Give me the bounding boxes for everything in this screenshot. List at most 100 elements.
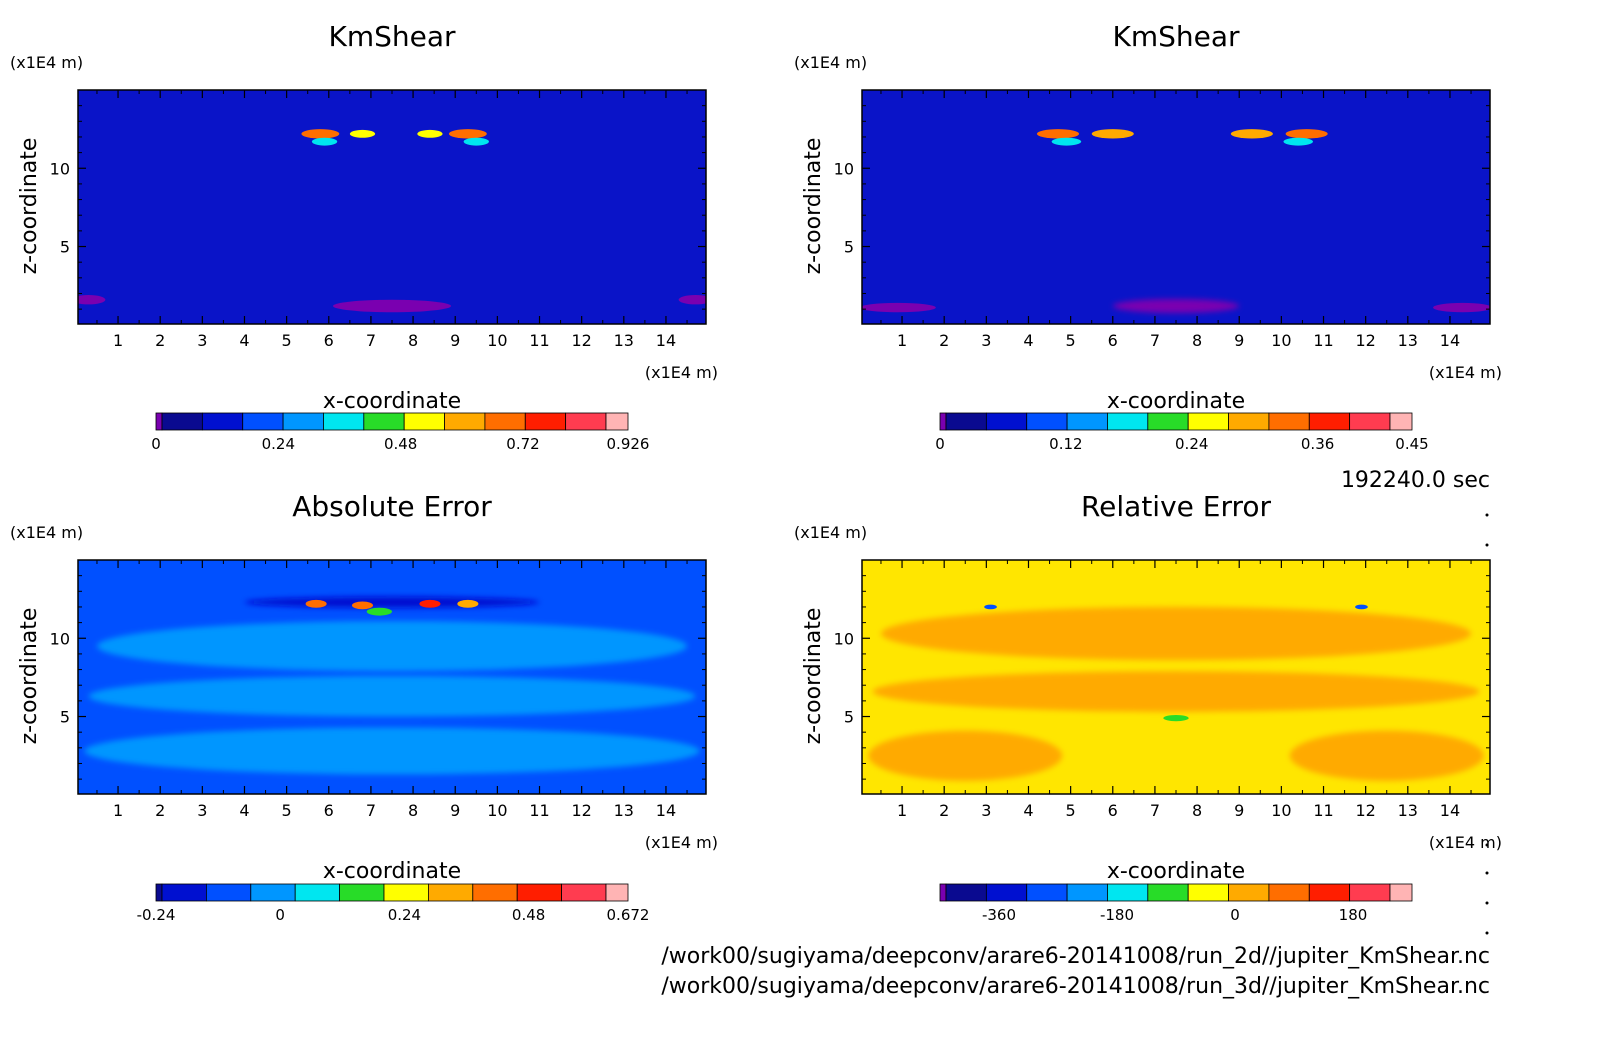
x-tick-label: 4 bbox=[239, 331, 249, 350]
colorbar-swatch bbox=[1228, 883, 1270, 902]
x-tick-label: 2 bbox=[939, 331, 949, 350]
x-axis-label: x-coordinate bbox=[323, 859, 461, 884]
x-tick-label: 4 bbox=[1023, 801, 1033, 820]
field-feature bbox=[1091, 129, 1134, 139]
x-unit-label: (x1E4 m) bbox=[1429, 833, 1502, 852]
x-tick-label: 3 bbox=[981, 801, 991, 820]
x-tick-label: 9 bbox=[1234, 331, 1244, 350]
x-unit-label: (x1E4 m) bbox=[645, 833, 718, 852]
colorbar-swatch bbox=[363, 412, 405, 431]
x-tick-label: 1 bbox=[113, 331, 123, 350]
colorbar-tick-label: 180 bbox=[1339, 906, 1368, 924]
colorbar-swatch bbox=[1268, 883, 1310, 902]
colorbar-tick-label: 0 bbox=[151, 435, 161, 453]
x-tick-label: 13 bbox=[614, 801, 634, 820]
colorbar-tick-label: 0.45 bbox=[1395, 435, 1428, 453]
colorbar-swatch bbox=[427, 883, 474, 902]
field-feature bbox=[1355, 604, 1368, 610]
field-feature bbox=[84, 727, 700, 775]
field-feature bbox=[366, 607, 393, 616]
x-tick-label: 12 bbox=[571, 331, 591, 350]
y-tick-label: 10 bbox=[834, 629, 854, 648]
plot-title: Absolute Error bbox=[292, 490, 492, 523]
x-tick-label: 13 bbox=[614, 331, 634, 350]
colorbar-swatch bbox=[565, 412, 607, 431]
y-axis-label: z-coordinate bbox=[801, 608, 826, 745]
colorbar: 0 0.24 0.48 0.72 0.926 bbox=[151, 412, 649, 453]
x-tick-label: 2 bbox=[939, 801, 949, 820]
x-tick-label: 7 bbox=[1150, 801, 1160, 820]
x-tick-label: 14 bbox=[656, 331, 676, 350]
y-tick-label: 10 bbox=[50, 159, 70, 178]
y-tick-label: 10 bbox=[50, 629, 70, 648]
x-tick-label: 5 bbox=[282, 331, 292, 350]
colorbar-tick-label: 0 bbox=[1230, 906, 1240, 924]
field-feature bbox=[1163, 714, 1189, 722]
colorbar-swatch bbox=[605, 412, 629, 431]
field-feature bbox=[1289, 730, 1484, 781]
y-unit-label: (x1E4 m) bbox=[794, 523, 867, 542]
x-tick-label: 7 bbox=[1150, 331, 1160, 350]
colorbar-swatch bbox=[561, 883, 607, 902]
field-background bbox=[78, 90, 706, 324]
x-tick-label: 10 bbox=[487, 801, 507, 820]
panel-kmshear-3d: KmShear (x1E4 m) 1 2 3 4 5 6 7 8 9 10 11 12 13 14510 … bbox=[794, 20, 1502, 453]
plot-title: KmShear bbox=[328, 20, 456, 53]
colorbar-swatch bbox=[161, 883, 207, 902]
colorbar-swatch bbox=[1026, 883, 1068, 902]
colorbar-swatch bbox=[1268, 412, 1310, 431]
field-feature bbox=[1051, 137, 1082, 146]
colorbar-tick-label: 0 bbox=[935, 435, 945, 453]
colorbar-swatch bbox=[1349, 883, 1391, 902]
colorbar-tick-label: 0 bbox=[275, 906, 285, 924]
colorbar-swatch bbox=[294, 883, 341, 902]
colorbar-swatch bbox=[985, 412, 1028, 431]
field-feature bbox=[301, 129, 340, 139]
colorbar-swatch bbox=[1147, 412, 1189, 431]
x-tick-label: 8 bbox=[1192, 331, 1202, 350]
x-tick-label: 12 bbox=[1355, 801, 1375, 820]
x-tick-label: 1 bbox=[897, 801, 907, 820]
colorbar-swatch bbox=[201, 412, 244, 431]
x-tick-label: 12 bbox=[1355, 331, 1375, 350]
field-feature bbox=[448, 129, 487, 139]
field-feature bbox=[872, 671, 1480, 712]
colorbar-swatch bbox=[939, 412, 947, 431]
x-tick-label: 8 bbox=[1192, 801, 1202, 820]
file-path: /work00/sugiyama/deepconv/arare6-2014100… bbox=[661, 944, 1490, 969]
colorbar: 0 0.12 0.24 0.36 0.45 bbox=[935, 412, 1429, 453]
x-tick-label: 11 bbox=[529, 331, 549, 350]
colorbar: -360 -180 0 180 bbox=[939, 883, 1413, 924]
colorbar-swatch bbox=[1389, 883, 1413, 902]
field-feature bbox=[1433, 302, 1490, 313]
field-feature bbox=[417, 129, 443, 138]
colorbar-swatch bbox=[155, 883, 163, 902]
colorbar-swatch bbox=[1187, 412, 1229, 431]
colorbar-swatch bbox=[1066, 412, 1108, 431]
panel-relative-error: Relative Error (x1E4 m) 1 2 3 4 5 6 7 8 9 10 11 12 1… bbox=[794, 490, 1502, 924]
x-tick-label: 14 bbox=[1440, 801, 1460, 820]
time-label: 192240.0 sec bbox=[1341, 468, 1490, 493]
x-tick-label: 8 bbox=[408, 331, 418, 350]
colorbar-swatch bbox=[945, 412, 987, 431]
colorbar-tick-label: -0.24 bbox=[137, 906, 176, 924]
field-feature bbox=[880, 606, 1472, 661]
y-axis-label: z-coordinate bbox=[17, 138, 42, 275]
margin-dots bbox=[1485, 513, 1489, 935]
colorbar-tick-label: 0.24 bbox=[388, 906, 421, 924]
x-tick-label: 14 bbox=[1440, 331, 1460, 350]
field-feature bbox=[463, 137, 489, 146]
x-tick-label: 8 bbox=[408, 801, 418, 820]
x-axis-label: x-coordinate bbox=[1107, 389, 1245, 414]
x-tick-label: 4 bbox=[1023, 331, 1033, 350]
y-unit-label: (x1E4 m) bbox=[10, 53, 83, 72]
colorbar-tick-label: 0.48 bbox=[512, 906, 545, 924]
x-unit-label: (x1E4 m) bbox=[645, 363, 718, 382]
y-tick-label: 10 bbox=[834, 159, 854, 178]
colorbar: -0.24 0 0.24 0.48 0.672 bbox=[137, 883, 649, 924]
x-tick-label: 11 bbox=[1313, 801, 1333, 820]
field-feature bbox=[868, 730, 1063, 781]
